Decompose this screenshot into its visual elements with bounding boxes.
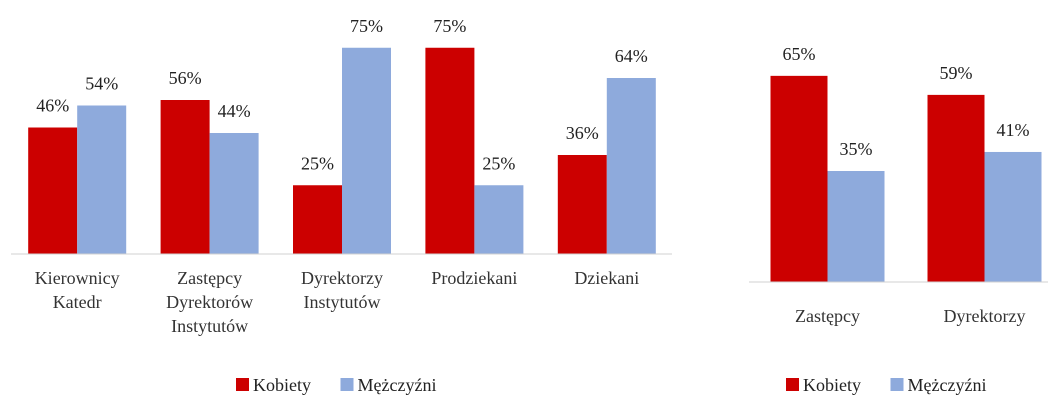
bar xyxy=(160,100,210,254)
value-label: 35% xyxy=(840,139,873,159)
value-label: 64% xyxy=(615,46,648,66)
bar xyxy=(28,127,78,254)
legend-swatch xyxy=(236,378,249,391)
x-tick-label: Dyrektorzy xyxy=(943,306,1026,326)
legend-label: Mężczyźni xyxy=(358,375,437,395)
bar xyxy=(984,151,1042,282)
legend-swatch xyxy=(340,378,354,391)
bar xyxy=(77,105,127,254)
legend-label: Mężczyźni xyxy=(908,375,987,395)
value-label: 36% xyxy=(566,123,599,143)
bar xyxy=(606,78,656,254)
bar xyxy=(474,185,524,254)
legend-label: Kobiety xyxy=(253,375,311,395)
bar xyxy=(770,75,828,282)
legend-swatch xyxy=(786,378,799,391)
value-label: 65% xyxy=(783,44,816,64)
x-tick-label: Kierownicy Katedr xyxy=(34,268,120,312)
legend-label: Kobiety xyxy=(803,375,861,395)
x-tick-label: Dziekani xyxy=(574,268,640,288)
bar xyxy=(827,171,885,282)
value-label: 41% xyxy=(997,120,1030,140)
value-label: 59% xyxy=(940,63,973,83)
value-label: 46% xyxy=(36,96,69,116)
value-label: 54% xyxy=(85,74,118,94)
bar xyxy=(557,155,607,254)
value-label: 44% xyxy=(218,101,251,121)
bar xyxy=(927,94,985,282)
bar xyxy=(209,133,259,254)
value-label: 25% xyxy=(482,153,515,173)
bar xyxy=(293,185,342,254)
legend-swatch xyxy=(890,378,904,391)
x-tick-label: Zastępcy xyxy=(795,306,860,326)
value-label: 75% xyxy=(433,16,466,36)
value-label: 25% xyxy=(301,153,334,173)
x-tick-label: Zastępcy Dyrektorów Instytutów xyxy=(166,268,254,336)
bar xyxy=(425,47,475,254)
value-label: 56% xyxy=(169,68,202,88)
x-tick-label: Prodziekani xyxy=(431,268,518,288)
bar xyxy=(342,47,391,254)
x-tick-label: Dyrektorzy Instytutów xyxy=(301,268,383,312)
value-label: 75% xyxy=(350,16,383,36)
